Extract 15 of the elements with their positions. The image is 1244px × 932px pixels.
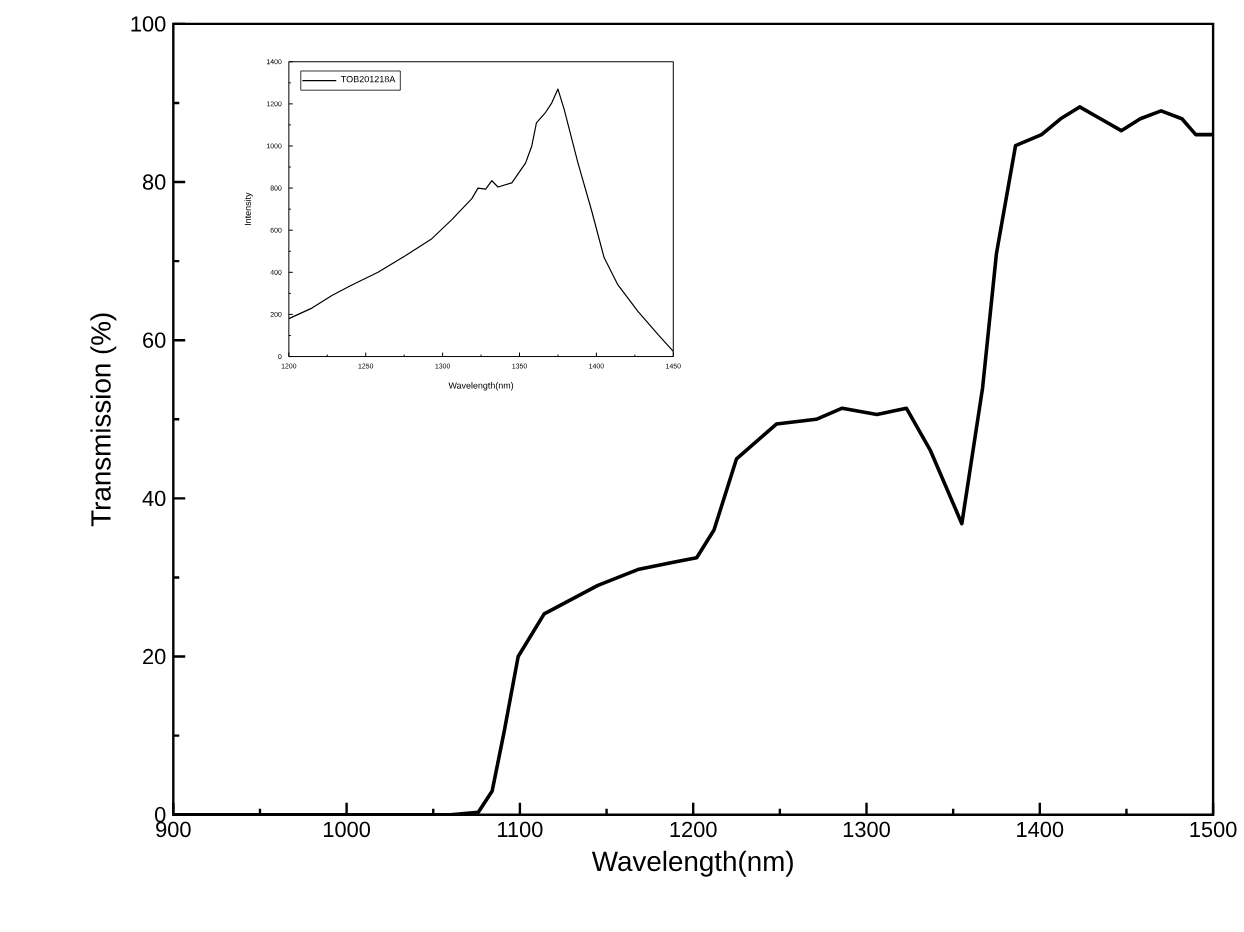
x-tick-label: 1400 [1017,821,1064,838]
x-tick-label: 1500 [1190,821,1237,838]
y-tick-label: 20 [143,648,166,665]
y-tick-label: 40 [142,490,166,507]
x-axis-title: Wavelength(nm) [591,850,793,877]
x-tick-label: 1000 [323,821,371,838]
y-tick-label: 0 [155,806,166,823]
x-tick-label: 1100 [498,821,543,838]
x-tick-label: 900 [156,821,191,838]
y-tick-label: 100 [131,16,166,32]
x-tick-label: 1200 [670,821,717,838]
y-axis-title: Transmission (%) [90,313,117,527]
x-tick-label: 1300 [843,821,890,838]
y-tick-label: 60 [143,332,166,348]
y-tick-label: 80 [142,174,166,190]
